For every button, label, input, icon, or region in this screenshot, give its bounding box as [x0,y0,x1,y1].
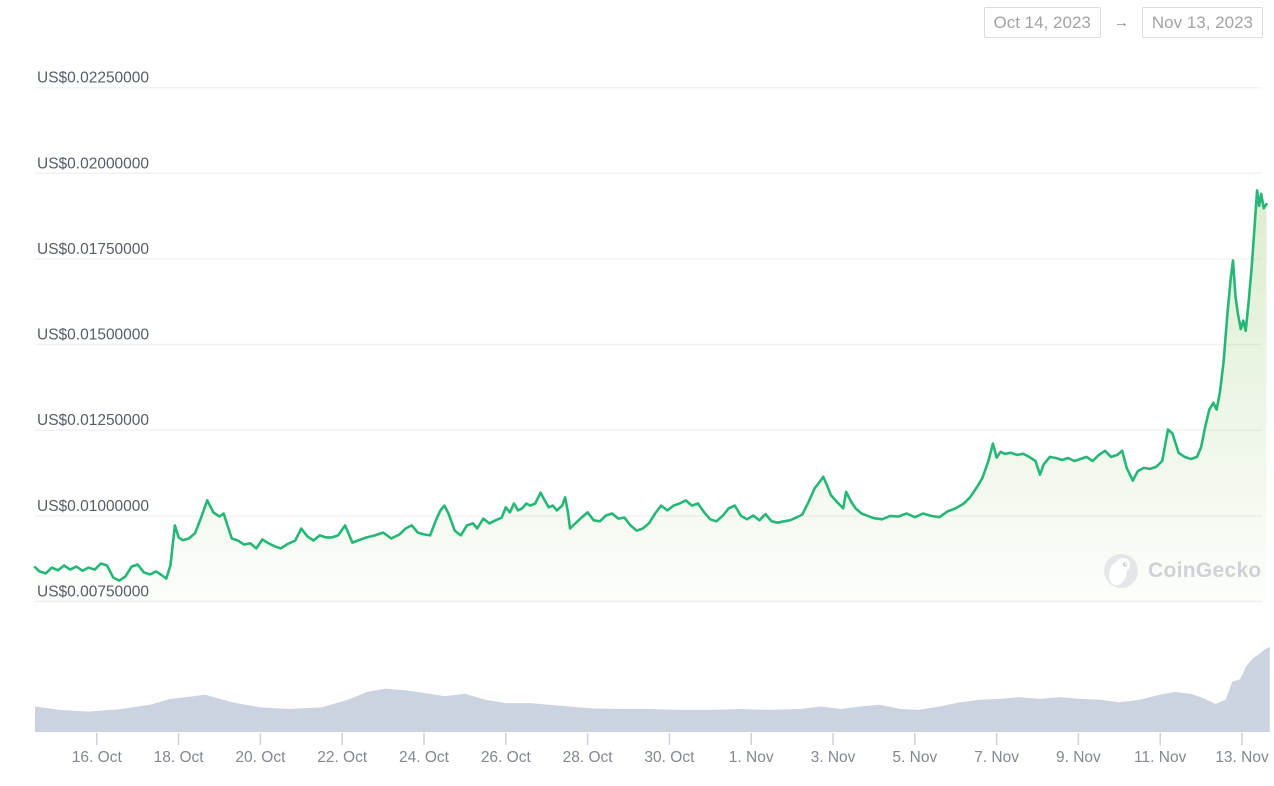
y-axis-label: US$0.01750000 [37,241,149,258]
y-axis-label: US$0.00750000 [37,584,149,601]
date-range-arrow-icon: → [1113,14,1129,31]
x-axis-label: 3. Nov [811,749,856,766]
x-axis-label: 28. Oct [563,749,614,766]
price-area-fill [35,190,1267,602]
volume-area [35,647,1270,732]
y-axis-label: US$0.01500000 [37,327,149,344]
x-axis-label: 9. Nov [1056,749,1101,766]
start-date-input[interactable]: Oct 14, 2023 [983,7,1101,38]
y-axis-label: US$0.01250000 [37,412,149,429]
x-axis-label: 24. Oct [399,749,450,766]
coingecko-watermark: CoinGecko [1103,553,1262,589]
x-axis-label: 30. Oct [644,749,695,766]
x-axis-label: 22. Oct [317,749,368,766]
x-axis-label: 1. Nov [729,749,774,766]
y-axis-label: US$0.02000000 [37,155,149,172]
x-axis-label: 26. Oct [481,749,532,766]
x-axis-label: 11. Nov [1134,749,1187,766]
coingecko-watermark-text: CoinGecko [1148,559,1262,582]
y-axis-label: US$0.02250000 [37,70,149,87]
x-axis-label: 16. Oct [72,749,123,766]
date-range-picker: Oct 14, 2023 → Nov 13, 2023 [983,7,1263,38]
end-date-input[interactable]: Nov 13, 2023 [1141,7,1263,38]
x-axis-label: 20. Oct [235,749,286,766]
y-axis-label: US$0.01000000 [37,498,149,515]
x-axis-label: 7. Nov [974,749,1019,766]
coingecko-logo-icon [1104,554,1138,588]
x-axis-label: 18. Oct [154,749,205,766]
price-line [33,189,1268,582]
x-axis-label: 5. Nov [892,749,937,766]
x-axis-label: 13. Nov [1215,749,1269,766]
